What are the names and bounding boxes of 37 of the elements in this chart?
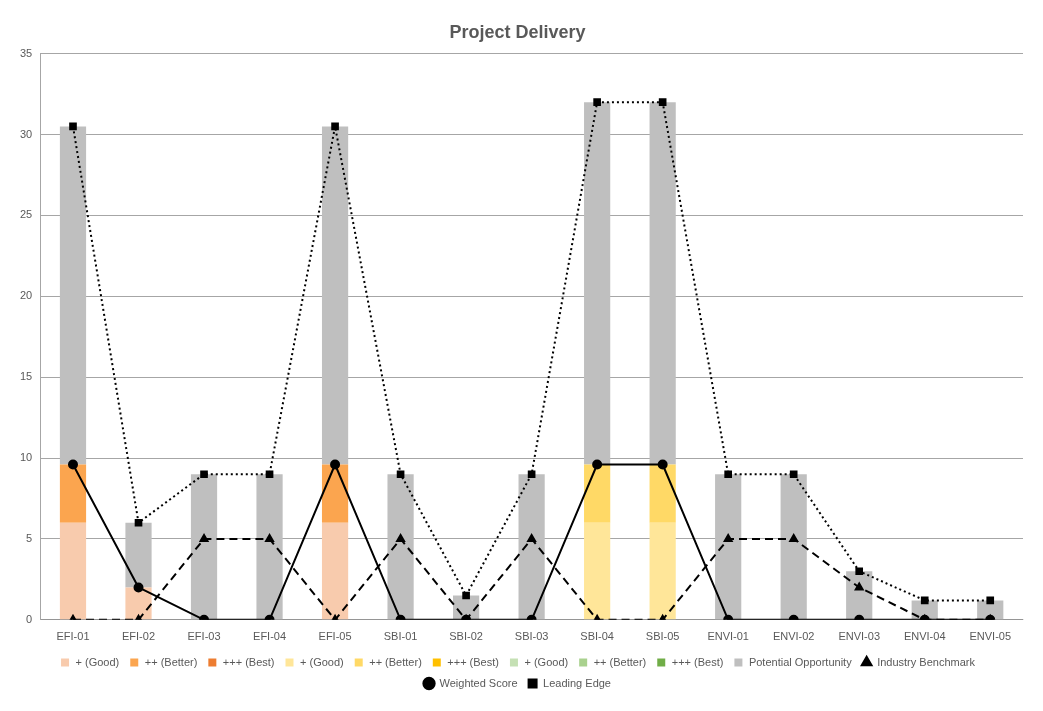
legend-label: +++ (Best) [447,655,499,668]
x-tick-label: ENVI-02 [772,630,815,643]
y-tick-label: 10 [19,451,33,464]
x-tick-label: EFI-02 [122,630,156,643]
x-tick-label: SBI-02 [449,630,483,643]
y-tick-label: 35 [19,46,33,59]
y-tick-label: 25 [19,208,33,221]
x-tick-label: SBI-03 [514,630,549,643]
x-tick-label: ENVI-05 [969,630,1012,643]
x-tick-label: SBI-05 [645,630,680,643]
y-tick-label: 20 [19,289,33,302]
y-tick-label: 15 [19,370,33,383]
y-tick-label: 0 [26,612,33,625]
y-tick-label: 30 [19,127,33,140]
x-tick-label: ENVI-04 [903,630,946,643]
legend-label: + (Good) [75,655,120,668]
legend-label: ++ (Better) [593,655,647,668]
legend-label: ++ (Better) [369,655,422,668]
x-tick-label: EFI-04 [253,630,287,643]
legend-label: ++ (Better) [144,655,198,668]
x-tick-label: ENVI-01 [707,630,749,643]
legend-label: + (Good) [300,655,344,668]
chart-title: Project Delivery [449,21,586,42]
x-tick-label: SBI-01 [383,630,418,643]
legend-label: Weighted Score [439,676,518,689]
legend-label: + (Good) [524,655,569,668]
x-tick-label: ENVI-03 [838,630,880,643]
x-tick-label: SBI-04 [580,630,614,643]
legend-label: Leading Edge [543,676,611,689]
legend-label: +++ (Best) [671,655,724,668]
legend-label: Potential Opportunity [748,655,853,668]
x-tick-label: EFI-05 [318,630,352,643]
legend-label: Industry Benchmark [877,655,976,668]
legend-label: +++ (Best) [222,655,275,668]
x-tick-label: EFI-01 [56,630,90,643]
x-tick-label: EFI-03 [187,630,221,643]
y-tick-label: 5 [26,531,33,544]
